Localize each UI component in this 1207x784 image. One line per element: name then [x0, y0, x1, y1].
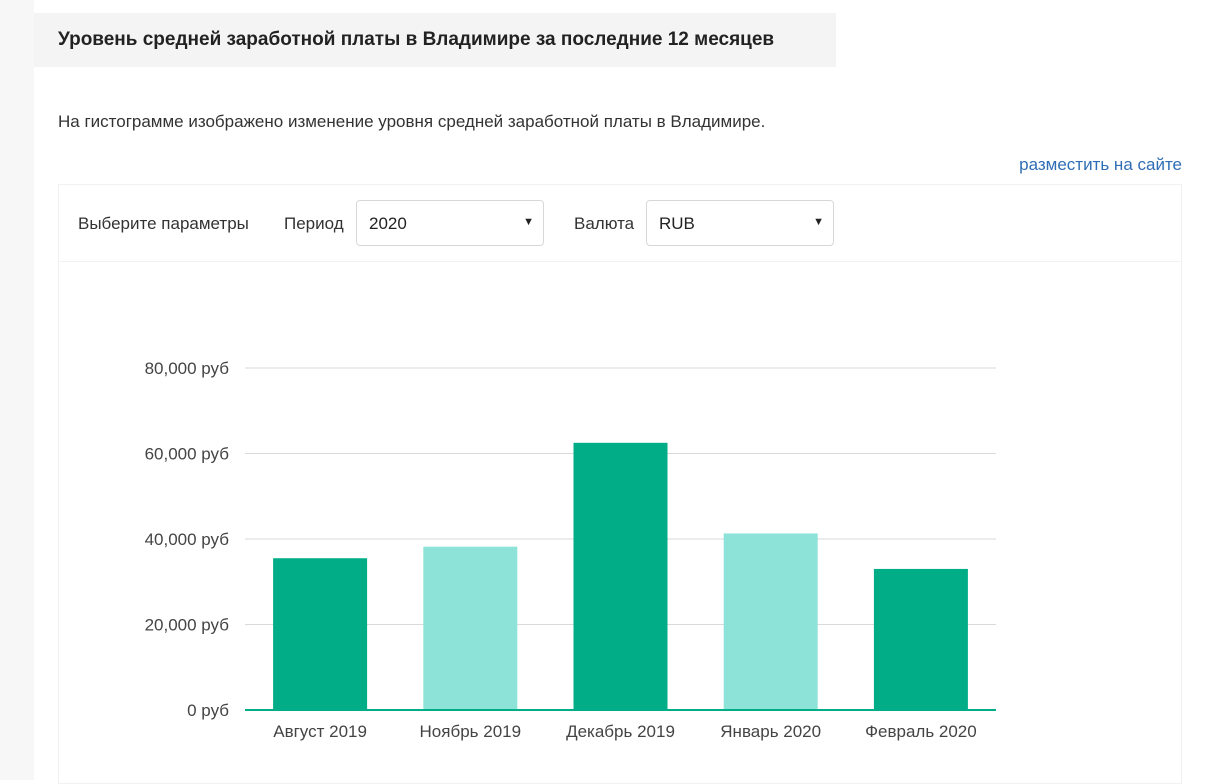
bar — [573, 442, 668, 710]
caret-down-icon: ▼ — [813, 216, 824, 228]
left-margin-strip — [0, 0, 34, 780]
x-tick-label: Январь 2020 — [720, 722, 821, 741]
period-label: Период — [284, 214, 344, 233]
period-select-value: 2020 — [369, 214, 407, 233]
bar-chart: 0 руб 20,000 руб 40,000 руб 60,000 руб 80,00… — [145, 359, 996, 741]
params-label: Выберите параметры — [78, 214, 249, 233]
chart-description: На гистограмме изображено изменение уров… — [58, 112, 766, 131]
currency-label: Валюта — [574, 214, 635, 233]
caret-down-icon: ▼ — [523, 216, 534, 228]
y-tick-label: 80,000 руб — [145, 359, 230, 378]
page-title: Уровень средней заработной платы в Влади… — [58, 29, 775, 50]
period-select[interactable]: 2020 ▼ — [356, 200, 544, 246]
embed-on-site-link[interactable]: разместить на сайте — [1019, 155, 1182, 174]
bar — [873, 568, 968, 710]
y-tick-label: 60,000 руб — [145, 445, 230, 464]
x-tick-label: Декабрь 2019 — [566, 722, 675, 741]
currency-select[interactable]: RUB ▼ — [646, 200, 834, 246]
currency-select-value: RUB — [659, 214, 695, 233]
y-tick-label: 40,000 руб — [145, 530, 230, 549]
x-tick-label: Февраль 2020 — [865, 722, 977, 741]
x-tick-label: Август 2019 — [273, 722, 367, 741]
bar — [723, 533, 818, 710]
bar — [423, 546, 518, 710]
y-tick-label: 20,000 руб — [145, 616, 230, 635]
x-tick-label: Ноябрь 2019 — [420, 722, 522, 741]
chart-panel: Выберите параметры Период 2020 ▼ Валюта … — [58, 184, 1182, 784]
bar — [273, 558, 368, 710]
params-row: Выберите параметры Период 2020 ▼ Валюта … — [59, 185, 1181, 262]
y-tick-label: 0 руб — [187, 701, 229, 720]
title-bar: Уровень средней заработной платы в Влади… — [34, 13, 836, 67]
